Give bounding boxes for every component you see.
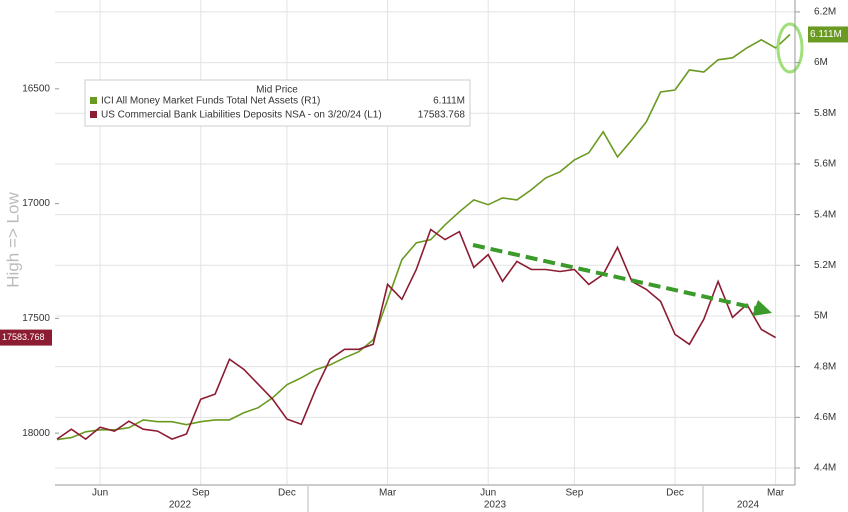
year-label: 2022 [169, 500, 192, 511]
value-badge-label: 17583.768 [2, 332, 45, 342]
year-label: 2024 [737, 500, 760, 511]
x-tick-label: Mar [767, 488, 785, 499]
series-line [56, 228, 776, 441]
arrow-head [752, 300, 772, 316]
legend-swatch [90, 111, 97, 118]
x-tick-label: Jun [480, 488, 496, 499]
legend-label: ICI All Money Market Funds Total Net Ass… [101, 96, 320, 107]
value-badge-label: 6.111M [810, 29, 842, 40]
x-tick-label: Dec [278, 488, 296, 499]
series-line [56, 33, 791, 441]
year-label: 2023 [484, 500, 507, 511]
legend-swatch [90, 97, 97, 104]
y2-tick-label: 5.2M [814, 260, 836, 271]
value-badge [0, 329, 52, 346]
plot-area [55, 0, 795, 485]
y-tick-label: 17500 [22, 313, 50, 324]
highlight-circle [776, 22, 804, 74]
x-tick-label: Sep [566, 488, 584, 499]
y2-tick-label: 6.2M [814, 7, 836, 18]
x-tick-label: Mar [379, 488, 397, 499]
x-tick-label: Jun [92, 488, 108, 499]
legend-value: 17583.768 [418, 110, 466, 121]
lines [56, 33, 791, 441]
y2-tick-label: 4.8M [814, 361, 836, 372]
legend-box [84, 79, 471, 127]
y2-tick-label: 5.6M [814, 159, 836, 170]
y2-tick-label: 4.6M [814, 412, 836, 423]
trend-arrow [472, 243, 761, 311]
value-badge [808, 26, 848, 43]
x-tick-label: Dec [666, 488, 684, 499]
x-tick-label: Sep [192, 488, 210, 499]
y-tick-label: 17000 [22, 198, 50, 209]
legend-title: Mid Price [256, 85, 298, 96]
y-tick-label: 18000 [22, 428, 50, 439]
legend-value: 6.111M [433, 96, 465, 107]
y2-tick-label: 5M [814, 311, 828, 322]
y-tick-label: 16500 [22, 83, 50, 94]
y-axis-label: High => Low [3, 192, 22, 288]
legend-label: US Commercial Bank Liabilities Deposits … [101, 110, 382, 121]
y2-tick-label: 5.8M [814, 108, 836, 119]
y2-tick-label: 6M [814, 57, 828, 68]
y2-tick-label: 5.4M [814, 209, 836, 220]
y2-tick-label: 4.4M [814, 463, 836, 474]
legend: Mid Price ICI All Money Market Funds Tot… [84, 79, 471, 127]
